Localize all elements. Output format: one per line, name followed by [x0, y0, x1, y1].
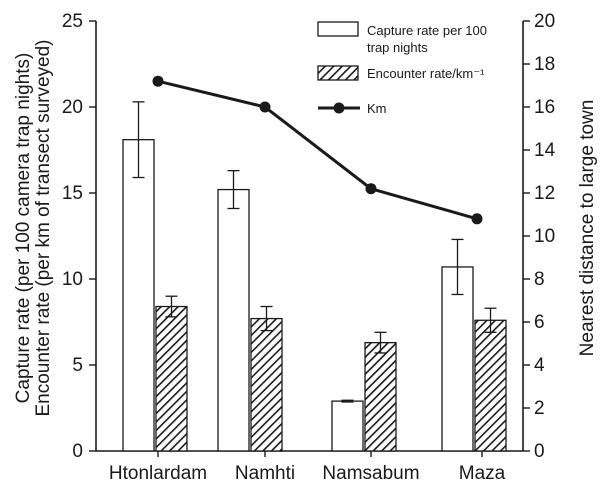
- left-tick-label: 15: [62, 183, 83, 204]
- left-tick-label: 5: [72, 355, 83, 376]
- km-series: [152, 75, 483, 225]
- left-tick-label: 25: [62, 11, 83, 32]
- km-data-point: [365, 183, 377, 195]
- left-axis-title: Capture rate (per 100 camera trap nights…: [13, 40, 54, 417]
- right-tick-label: 6: [534, 312, 545, 333]
- legend: Capture rate per 100 trap nights Encounter…: [317, 21, 487, 116]
- category-labels: Htonlardam Namhti Namsabum Maza: [109, 451, 506, 484]
- capture-rate-bar: [122, 139, 155, 452]
- encounter-rate-bar: [155, 305, 188, 452]
- right-tick-label: 20: [534, 11, 555, 32]
- right-tick-label: 4: [534, 355, 545, 376]
- left-axis-title-line1: Capture rate (per 100 camera trap nights…: [13, 53, 34, 404]
- capture-rate-bar: [331, 400, 364, 452]
- right-axis-ticks: 0 2 4 6 8 10 12 14 16 18 20: [523, 11, 556, 462]
- encounter-rate-bar: [250, 317, 283, 452]
- left-axis-title-line2: Encounter rate (per km of transect surve…: [33, 40, 54, 417]
- legend-label-encounter-rate: Encounter rate/km⁻¹: [367, 66, 485, 81]
- km-data-point: [259, 101, 271, 113]
- legend-swatch-km-point: [333, 102, 345, 114]
- legend-label-capture-rate: trap nights: [367, 40, 428, 55]
- left-tick-label: 20: [62, 97, 83, 118]
- left-axis-ticks: 0 5 10 15 20 25: [62, 11, 96, 462]
- legend-swatch-capture-rate: [317, 21, 359, 37]
- right-tick-label: 0: [534, 441, 545, 462]
- right-tick-label: 2: [534, 398, 545, 419]
- category-label: Htonlardam: [109, 463, 207, 484]
- right-tick-label: 18: [534, 54, 555, 75]
- category-label: Namhti: [235, 463, 295, 484]
- right-tick-label: 10: [534, 226, 555, 247]
- left-tick-label: 10: [62, 269, 83, 290]
- encounter-rate-bar: [474, 319, 507, 452]
- legend-label-km: Km: [367, 101, 387, 116]
- legend-label-capture-rate: Capture rate per 100: [367, 23, 487, 38]
- km-series-line: [157, 79, 478, 221]
- right-tick-label: 12: [534, 183, 555, 204]
- km-data-point: [471, 213, 483, 225]
- category-label: Maza: [459, 463, 506, 484]
- right-tick-label: 16: [534, 97, 555, 118]
- left-tick-label: 0: [72, 441, 83, 462]
- legend-swatch-encounter-rate: [317, 65, 359, 81]
- right-tick-label: 14: [534, 140, 556, 161]
- category-label: Namsabum: [322, 463, 419, 484]
- error-bars: [132, 101, 497, 403]
- bars: [122, 139, 507, 452]
- capture-rate-bar: [441, 266, 474, 452]
- right-tick-label: 8: [534, 269, 545, 290]
- capture-rate-bar: [217, 188, 250, 452]
- encounter-rate-bar: [364, 341, 397, 452]
- right-axis-title: Nearest distance to large town: [577, 100, 598, 357]
- km-data-point: [152, 75, 164, 87]
